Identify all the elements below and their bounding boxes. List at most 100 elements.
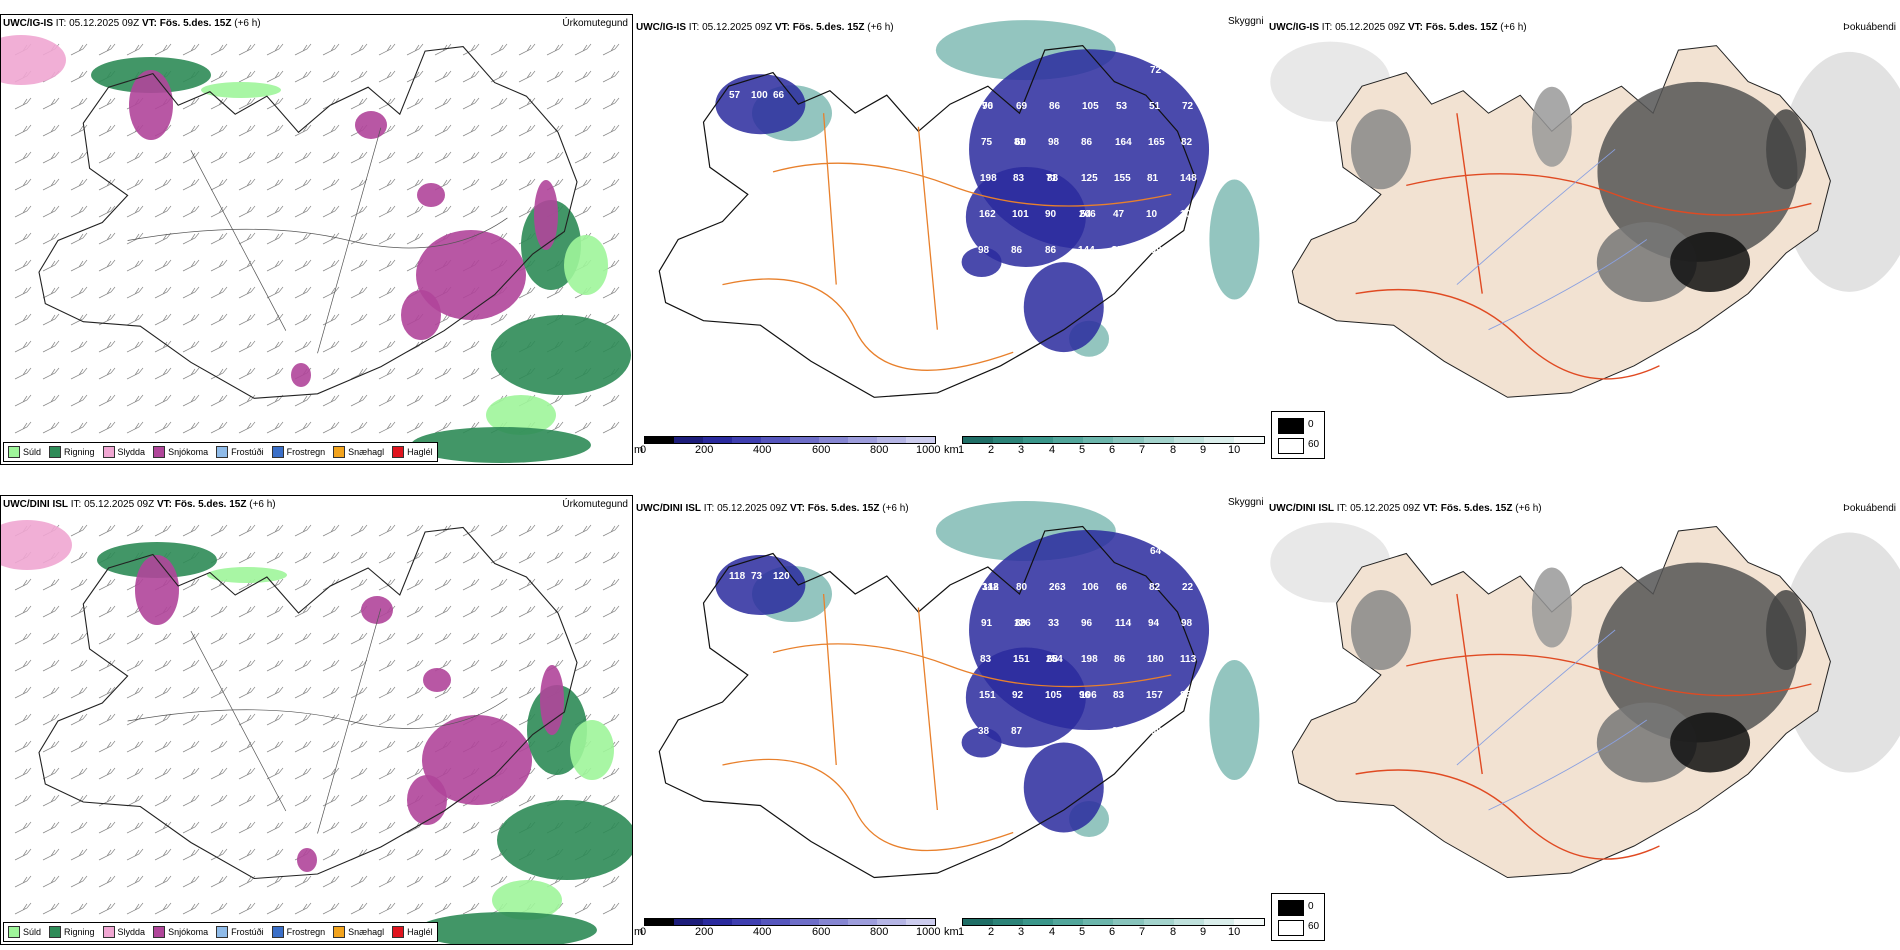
iceland-outline [658,525,1198,879]
cloud-base-label: 198 [980,173,997,184]
cloud-base-label: 180 [1147,654,1164,665]
legend-item: Frostregn [271,446,325,458]
cloud-base-label: 144 [1111,245,1128,256]
fog-legend-label: 60 [1308,921,1320,932]
precip-area [423,668,451,692]
precip-area [1,35,66,85]
cloud-base-label: 143 [751,541,768,552]
iceland-outline [658,44,1198,398]
fog-indicator-area [1766,590,1807,670]
fog-indicator-area [1597,81,1798,262]
cloud-base-unit: m [634,926,644,938]
low-visibility-area [1209,660,1260,780]
legend-swatch [102,926,115,938]
fog-legend-label: 0 [1308,901,1314,912]
fog-map-panel-2: UWC/DINI ISL IT: 05.12.2025 09Z VT: Fös.… [1267,495,1900,945]
terrain-contours [127,127,508,354]
cloud-base-label: 91 [981,618,993,629]
cloud-base-tick: 0 [640,444,647,456]
legend-label: Rigning [64,927,95,937]
cloud-base-area [1023,262,1104,353]
cloud-base-label: 86 [1045,245,1057,256]
low-visibility-area [1209,179,1260,300]
cloud-base-label: 70 [982,101,994,112]
precip-area [492,880,562,920]
rivers [1456,629,1648,811]
visibility-tick: 3 [1018,444,1025,456]
visibility-tick: 10 [1228,444,1241,456]
cloud-base-label: 60 [1178,281,1190,292]
precip-area [135,555,179,625]
cloud-base-label: 157 [1146,690,1163,701]
fog-legend-label: 60 [1308,439,1320,450]
legend-item: Rigning [49,926,95,938]
cloud-base-label: 101 [729,60,746,71]
legend-item: Snæhagl [333,446,384,458]
legend-swatch [8,926,20,938]
iceland-outline [38,526,578,880]
precip-map-panel-2: UWC/DINI ISL IT: 05.12.2025 09Z VT: Fös.… [0,495,633,945]
legend-label: Snæhagl [348,447,385,457]
legend-item: Súld [8,926,41,938]
panel-title: Þokuábendi [1843,22,1896,33]
cloud-base-label: 86 [1011,245,1023,256]
panel-header: UWC/IG-IS IT: 05.12.2025 09Z VT: Fös. 5.… [1269,22,1527,33]
precip-area [201,82,281,98]
legend-swatch [153,926,166,938]
legend-swatch [216,926,229,938]
cloud-base-label: 97 [1112,245,1124,256]
precip-area [570,720,614,780]
fog-legend-swatch [1278,900,1304,916]
legend-item: Snjókoma [153,926,208,938]
visibility-tick: 5 [1079,444,1086,456]
precip-area [422,715,532,805]
precip-area [417,183,445,207]
legend-swatch [333,926,346,938]
legend-swatch [49,926,62,938]
visibility-tick: 1 [958,444,965,456]
cloud-base-label: 80 [1016,582,1028,593]
cloud-base-label: 86 [1114,654,1126,665]
panel-title: Skyggni [1228,497,1264,508]
cloud-base-label: 372 [1179,245,1196,256]
cloud-base-label: 81 [1014,137,1026,148]
cloud-base-label: 151 [1013,654,1030,665]
cloud-base-label: 82 [1149,582,1161,593]
cloud-base-area [1023,742,1104,833]
cloud-base-label: 198 [1081,654,1098,665]
precip-area [497,800,632,880]
cloud-base-label: 90 [1045,209,1057,220]
precip-area [361,596,393,624]
legend-label: Frostúði [231,447,264,457]
cloud-base-label: 69 [1016,101,1028,112]
legend-item: Haglél [392,446,433,458]
fog-indicator-area [1350,590,1411,670]
cloud-base-label: 263 [1049,582,1066,593]
cloud-base-label: 148 [1180,173,1197,184]
cloud-base-label: 88 [1047,173,1059,184]
fog-map-2 [1270,522,1900,879]
legend-label: Rigning [64,447,95,457]
panel-title: Skyggni [1228,16,1264,27]
cloud-base-label: 106 [1080,690,1097,701]
precip-area [540,665,564,735]
cloud-base-tick: 400 [753,444,772,456]
cloud-base-tick: 1000 [916,444,941,456]
cloud-base-label: 101 [1180,209,1197,220]
fog-map-panel-1: UWC/IG-IS IT: 05.12.2025 09Z VT: Fös. 5.… [1267,14,1900,465]
cloud-base-label: 83 [980,654,992,665]
wind-barbs [14,43,620,434]
panel-header: UWC/IG-IS IT: 05.12.2025 09Z VT: Fös. 5.… [3,18,261,29]
fog-legend-swatch [1278,920,1304,936]
fog-legend-label: 0 [1308,419,1314,430]
cloud-base-colorbar: 0 200 400 600 800 1000 [640,436,940,458]
cloud-base-label: 165 [1148,137,1165,148]
panel-header: UWC/DINI ISL IT: 05.12.2025 09Z VT: Fös.… [636,503,909,514]
cloud-base-label: 51 [1149,101,1161,112]
legend-label: Slydda [117,447,146,457]
cloud-base-tick: 0 [640,926,647,938]
fog-legend: 0 60 [1271,893,1325,941]
precip-legend: Súld Rigning Slydda Snjókoma Frostúði Frostre… [3,442,438,462]
fog-indicator-area [1670,712,1751,773]
cloud-base-label: 114 [1115,618,1132,629]
